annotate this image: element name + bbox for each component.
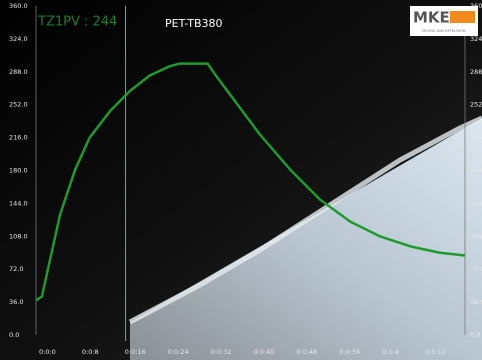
y-tick-label: 216.0 xyxy=(9,134,28,142)
readout: TZ1PV : 244 xyxy=(37,15,117,30)
y-tick-label: 108.0 xyxy=(9,232,28,240)
x-tick-label: 0:0:48 xyxy=(296,348,317,356)
y-tick-label: 144.0 xyxy=(9,199,28,207)
y2-tick-label: 324.0 xyxy=(470,35,482,43)
x-tick-label: 0:0:32 xyxy=(211,348,232,356)
x-tick-label: 0:0:8 xyxy=(82,348,99,356)
y2-tick-label: 36.0 xyxy=(470,298,482,306)
material-region xyxy=(130,118,482,360)
y2-tick-label: 0.0 xyxy=(470,331,480,339)
y-tick-label: 360.0 xyxy=(9,2,28,10)
x-tick-label: 0:0:24 xyxy=(168,348,189,356)
x-tick-label: 0:1:4 xyxy=(382,348,399,356)
logo-caption: MYUNG KWI EXTRUSION xyxy=(422,29,466,33)
logo-mark: MKE xyxy=(413,9,450,27)
y2-tick-label: 180.0 xyxy=(470,167,482,175)
chart-title: PET-TB380 xyxy=(165,17,223,30)
y-tick-label: 36.0 xyxy=(9,298,23,306)
data-line xyxy=(35,62,466,302)
y2-tick-label: 252.0 xyxy=(470,101,482,109)
x-tick-label: 0:0:0 xyxy=(39,348,56,356)
logo: MKE MYUNG KWI EXTRUSION xyxy=(410,6,478,36)
y2-tick-label: 72.0 xyxy=(470,265,482,273)
y-tick-label: 288.0 xyxy=(9,68,28,76)
x-tick-label: 0:1:12 xyxy=(425,348,446,356)
y-tick-label: 252.0 xyxy=(9,101,28,109)
material-edge xyxy=(128,115,482,325)
y-tick-label: 0.0 xyxy=(9,331,19,339)
y2-tick-label: 216.0 xyxy=(470,134,482,142)
x-tick-label: 0:0:16 xyxy=(125,348,146,356)
logo-accent xyxy=(450,11,475,23)
y2-tick-label: 288.0 xyxy=(470,68,482,76)
y2-tick-label: 108.0 xyxy=(470,232,482,240)
x-tick-label: 0:0:40 xyxy=(254,348,275,356)
y-tick-label: 324.0 xyxy=(9,35,28,43)
y-tick-label: 180.0 xyxy=(9,167,28,175)
y2-tick-label: 144.0 xyxy=(470,199,482,207)
y-tick-label: 72.0 xyxy=(9,265,23,273)
x-tick-label: 0:0:56 xyxy=(339,348,360,356)
